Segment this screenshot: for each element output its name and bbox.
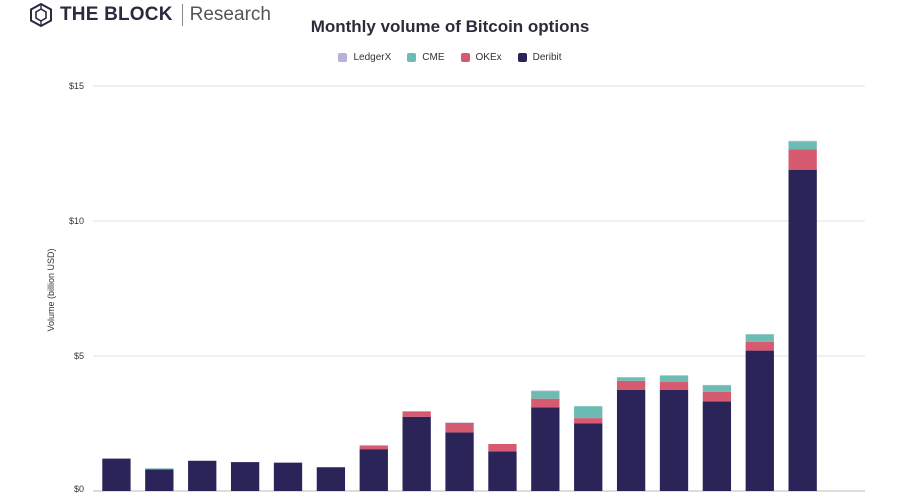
bar-segment-cme — [745, 334, 774, 342]
bar-segment-okex — [745, 341, 774, 351]
y-tick-label: $0 — [74, 484, 84, 494]
legend-item-deribit: Deribit — [517, 52, 562, 63]
bar-segment-deribit — [230, 462, 260, 491]
legend-label: OKEx — [475, 52, 502, 63]
bar-segment-okex — [402, 411, 431, 417]
bar-segment-deribit — [702, 401, 732, 491]
legend-label: LedgerX — [353, 52, 392, 63]
legend-item-okex: OKEx — [460, 52, 502, 63]
bar-segment-cme — [574, 406, 603, 419]
bar-segment-ledgerx — [659, 375, 689, 376]
grid-layer — [93, 85, 865, 492]
bar-segment-deribit — [788, 169, 817, 491]
chart-legend: LedgerX CME OKEx Deribit — [0, 52, 900, 63]
bar-segment-ledgerx — [359, 445, 388, 446]
brand-subtitle: Research — [189, 4, 271, 25]
bar-segment-deribit — [531, 407, 560, 491]
bar-segment-deribit — [188, 460, 217, 491]
legend-label: CME — [422, 52, 445, 63]
chart-title: Monthly volume of Bitcoin options — [310, 17, 590, 36]
legend-swatch — [517, 53, 527, 62]
bar-segment-okex — [531, 398, 560, 408]
bar-segment-ledgerx — [616, 377, 646, 378]
bar-segment-deribit — [273, 462, 303, 491]
y-tick-label: $5 — [74, 351, 84, 361]
bar-segment-deribit — [102, 458, 131, 491]
bar-segment-okex — [788, 149, 817, 170]
bar-segment-deribit — [616, 389, 646, 491]
bar-segment-deribit — [402, 416, 431, 491]
bar-segment-okex — [574, 418, 603, 424]
bar-segment-okex — [659, 381, 689, 390]
legend-swatch — [460, 53, 470, 62]
bar-segment-deribit — [488, 451, 517, 491]
legend-swatch — [407, 53, 417, 62]
bar-segment-ledgerx — [788, 140, 817, 142]
tick-layer: $0 $5 $10 $15 — [69, 81, 84, 494]
bar-segment-okex — [616, 380, 646, 390]
bar-segment-ledgerx — [445, 422, 474, 423]
bar-segment-cme — [616, 377, 646, 381]
bar-segment-deribit — [745, 350, 774, 491]
bar-segment-cme — [531, 391, 560, 399]
legend-swatch — [338, 53, 348, 62]
brand-header: THE BLOCK Research — [29, 3, 271, 27]
y-tick-label: $15 — [69, 81, 84, 91]
bar-segment-deribit — [145, 469, 174, 491]
brand-name: THE BLOCK — [60, 4, 173, 25]
legend-item-cme: CME — [407, 52, 445, 63]
legend-label: Deribit — [532, 52, 562, 63]
bar-segment-ledgerx — [531, 390, 560, 392]
y-tick-label: $10 — [69, 216, 84, 226]
bar-segment-cme — [659, 375, 689, 382]
bar-segment-okex — [445, 422, 474, 433]
bar-segment-cme — [788, 141, 817, 150]
bar-segment-cme — [702, 385, 732, 392]
y-axis-label: Volume (billion USD) — [46, 248, 56, 331]
brand-separator — [181, 4, 183, 26]
bar-segment-deribit — [659, 389, 689, 491]
bar-segment-deribit — [316, 467, 346, 491]
bar-segment-okex — [359, 445, 388, 450]
bar-layer — [102, 140, 817, 491]
legend-item-ledgerx: LedgerX — [338, 52, 391, 63]
bar-segment-deribit — [445, 432, 474, 491]
bar-segment-okex — [702, 391, 732, 402]
block-logo-icon — [30, 3, 52, 27]
bar-segment-okex — [488, 444, 517, 452]
bar-segment-deribit — [359, 449, 388, 491]
bar-segment-cme — [145, 468, 174, 470]
bar-segment-deribit — [574, 423, 603, 491]
